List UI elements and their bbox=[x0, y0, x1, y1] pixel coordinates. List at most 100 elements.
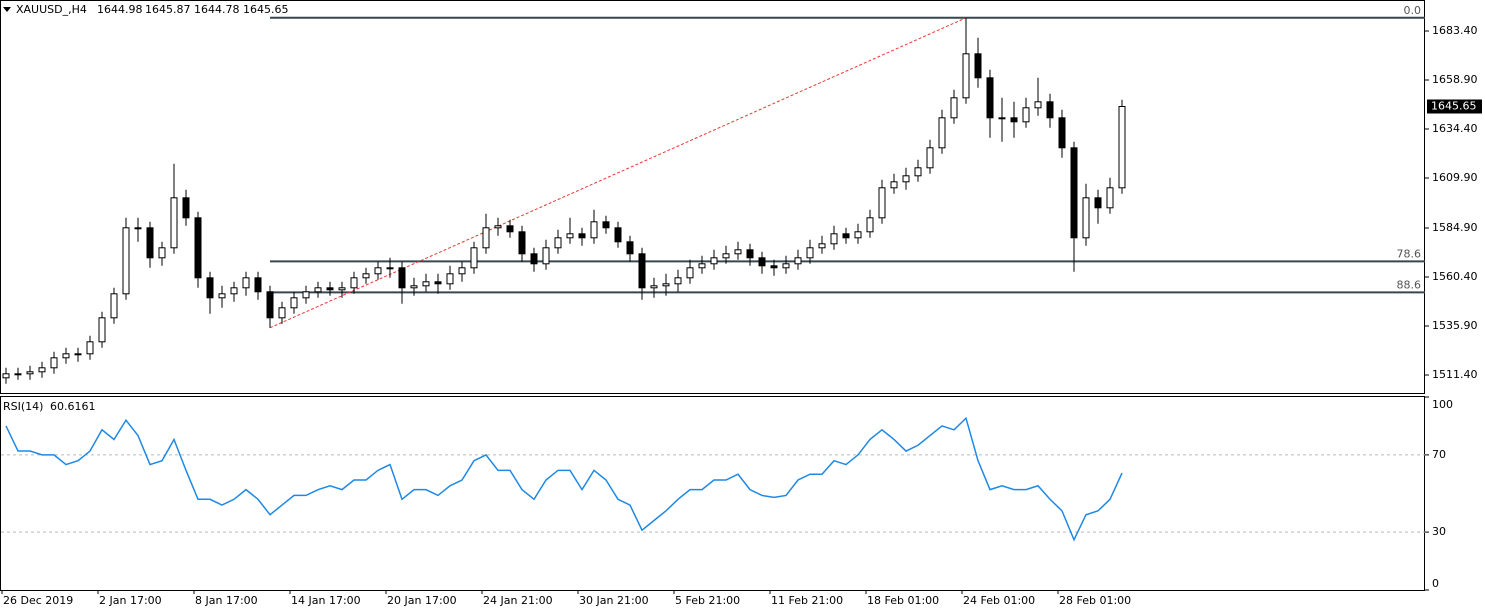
candle-body bbox=[266, 291, 274, 319]
candle-body bbox=[890, 181, 898, 189]
candle-body bbox=[2, 373, 10, 379]
fib-label: 0.0 bbox=[1404, 4, 1422, 17]
price-panel bbox=[0, 0, 1425, 394]
y-tick-label: 1511.40 bbox=[1432, 368, 1478, 381]
candle-body bbox=[650, 285, 658, 289]
price-box-label: 1645.65 bbox=[1431, 100, 1477, 113]
candle-body bbox=[182, 197, 190, 219]
candle-body bbox=[686, 267, 694, 279]
y-tick-label: 1658.90 bbox=[1432, 73, 1478, 86]
candle-body bbox=[830, 233, 838, 245]
candle-body bbox=[938, 117, 946, 149]
candle-body bbox=[878, 187, 886, 219]
fib-label: 78.6 bbox=[1397, 247, 1422, 260]
candle-body bbox=[554, 237, 562, 249]
candle-body bbox=[338, 287, 346, 291]
symbol: XAUUSD_,H4 bbox=[16, 3, 87, 16]
candle-body bbox=[926, 147, 934, 169]
candle-body bbox=[746, 249, 754, 259]
candle-body bbox=[398, 267, 406, 289]
x-tick-label: 26 Dec 2019 bbox=[3, 594, 73, 607]
x-tick-label: 11 Feb 21:00 bbox=[771, 594, 843, 607]
rsi-panel bbox=[0, 396, 1425, 591]
candle-body bbox=[626, 241, 634, 255]
candle-body bbox=[326, 287, 334, 291]
rsi-name: RSI(14) bbox=[3, 400, 43, 413]
candle-body bbox=[1094, 197, 1102, 209]
candle-body bbox=[590, 221, 598, 239]
candle-body bbox=[782, 263, 790, 269]
candle-body bbox=[470, 247, 478, 269]
candle-body bbox=[602, 221, 610, 229]
candle-body bbox=[578, 233, 586, 239]
candle-body bbox=[230, 287, 238, 295]
candle-body bbox=[86, 341, 94, 355]
candle-body bbox=[218, 293, 226, 299]
rsi-current: 60.6161 bbox=[50, 400, 96, 413]
candle-body bbox=[722, 253, 730, 259]
candle-body bbox=[278, 307, 286, 319]
candle-body bbox=[638, 253, 646, 289]
candle-body bbox=[614, 227, 622, 243]
x-tick-label: 2 Jan 17:00 bbox=[99, 594, 162, 607]
candle-body bbox=[1010, 117, 1018, 123]
candle-body bbox=[506, 225, 514, 233]
candle-body bbox=[362, 273, 370, 279]
x-tick-label: 30 Jan 21:00 bbox=[579, 594, 649, 607]
candle-body bbox=[50, 357, 58, 369]
candle-body bbox=[434, 281, 442, 285]
header-high: 1645.87 bbox=[145, 3, 191, 16]
y-tick-label: 1609.90 bbox=[1432, 171, 1478, 184]
candle-body bbox=[530, 253, 538, 265]
candle-body bbox=[914, 167, 922, 177]
y-tick-label: 1535.90 bbox=[1432, 319, 1478, 332]
y-tick-label: 1560.40 bbox=[1432, 270, 1478, 283]
x-tick-label: 24 Feb 01:00 bbox=[963, 594, 1035, 607]
candle-body bbox=[902, 175, 910, 183]
candle-body bbox=[1106, 187, 1114, 209]
candle-body bbox=[950, 97, 958, 119]
candle-body bbox=[110, 293, 118, 319]
candle-body bbox=[734, 249, 742, 255]
candle-body bbox=[542, 247, 550, 265]
header-close: 1645.65 bbox=[243, 3, 289, 16]
rsi-line bbox=[5, 416, 1123, 542]
trendline bbox=[269, 17, 967, 329]
x-tick-label: 18 Feb 01:00 bbox=[867, 594, 939, 607]
candle-body bbox=[998, 117, 1006, 120]
candle-body bbox=[962, 53, 970, 99]
candle-body bbox=[350, 277, 358, 289]
candle-body bbox=[1058, 117, 1066, 149]
x-tick-label: 8 Jan 17:00 bbox=[195, 594, 258, 607]
candle-body bbox=[458, 267, 466, 275]
candle-body bbox=[1022, 107, 1030, 123]
candle-body bbox=[806, 247, 814, 259]
candle-body bbox=[482, 227, 490, 249]
rsi-tick-label: 0 bbox=[1432, 577, 1439, 590]
candle-body bbox=[1082, 197, 1090, 239]
candle-body bbox=[14, 373, 22, 376]
candle-body bbox=[422, 281, 430, 287]
x-tick-label: 14 Jan 17:00 bbox=[291, 594, 361, 607]
menu-icon[interactable] bbox=[3, 7, 11, 12]
candle-body bbox=[290, 297, 298, 309]
candle-body bbox=[194, 217, 202, 279]
header-open: 1644.98 bbox=[97, 3, 143, 16]
y-tick-label: 1683.40 bbox=[1432, 24, 1478, 37]
candle-body bbox=[374, 267, 382, 275]
candle-body bbox=[494, 225, 502, 229]
candle-body bbox=[1046, 101, 1054, 119]
candle-body bbox=[206, 277, 214, 299]
candle-body bbox=[158, 247, 166, 259]
candle-body bbox=[794, 257, 802, 265]
candle-body bbox=[986, 77, 994, 119]
candle-body bbox=[710, 257, 718, 265]
candle-body bbox=[446, 273, 454, 285]
candle-body bbox=[26, 371, 34, 375]
y-tick-label: 1584.90 bbox=[1432, 221, 1478, 234]
x-tick-label: 24 Jan 21:00 bbox=[483, 594, 553, 607]
candle-body bbox=[674, 277, 682, 285]
candle-body bbox=[698, 263, 706, 269]
candle-body bbox=[758, 257, 766, 267]
